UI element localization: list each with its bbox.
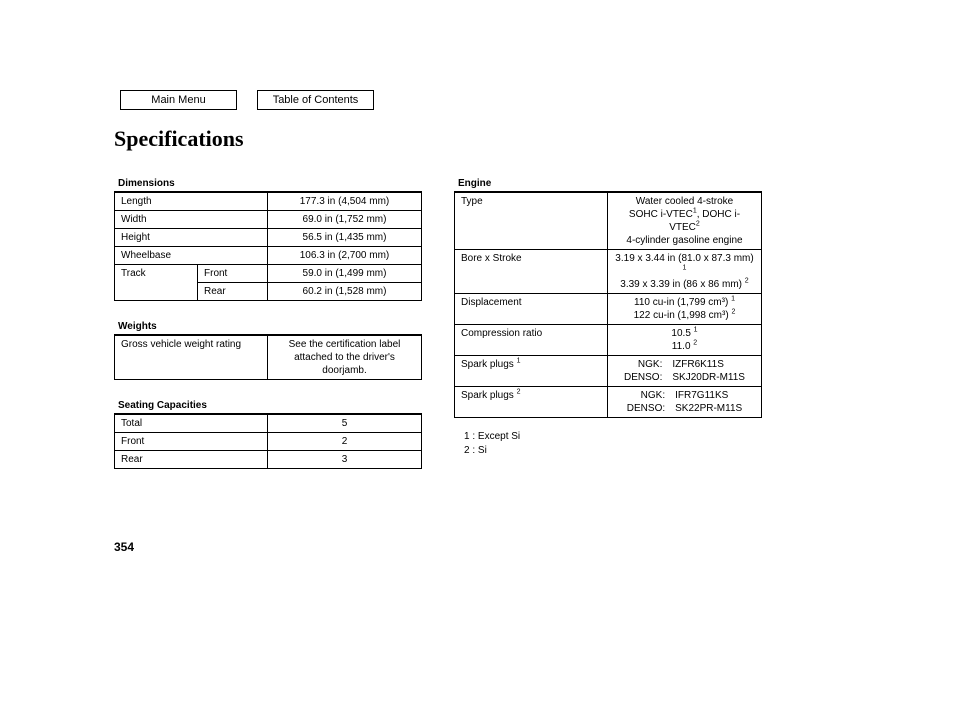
page-number: 354 (114, 540, 134, 554)
engine-type-line3: 4-cylinder gasoline engine (614, 234, 755, 247)
engine-bore-label: Bore x Stroke (455, 250, 608, 294)
engine-type-line1: Water cooled 4-stroke (614, 195, 755, 208)
engine-bore-line2: 3.39 x 3.39 in (86 x 86 mm) 2 (614, 278, 755, 291)
dim-height-label: Height (115, 229, 268, 247)
toc-button[interactable]: Table of Contents (257, 90, 374, 110)
page: Main Menu Table of Contents Specificatio… (0, 0, 954, 710)
table-row: Wheelbase 106.3 in (2,700 mm) (115, 247, 422, 265)
seat-front-value: 2 (268, 433, 422, 451)
table-row: Total 5 (115, 415, 422, 433)
table-row: Track Front Rear 59.0 in (1,499 mm) (115, 265, 422, 283)
engine-disp-line2: 122 cu-in (1,998 cm³) 2 (614, 309, 755, 322)
engine-plugs1-label: Spark plugs 1 (455, 356, 608, 387)
engine-comp-line2: 11.0 2 (614, 340, 755, 353)
sup-2: 2 (731, 309, 735, 316)
sup-2: 2 (693, 340, 697, 347)
table-row: Gross vehicle weight rating See the cert… (115, 336, 422, 380)
plugs1-ngk-label: NGK: (624, 358, 662, 371)
plugs2-ngk-value: IFR7G11KS (675, 389, 742, 402)
sup-2: 2 (745, 278, 749, 285)
table-row: Displacement 110 cu-in (1,799 cm³) 1 122… (455, 294, 762, 325)
weights-header: Weights (114, 319, 422, 335)
sup-2: 2 (517, 389, 521, 396)
dim-wheelbase-label: Wheelbase (115, 247, 268, 265)
plugs2-ngk-label: NGK: (627, 389, 665, 402)
footnotes: 1 : Except Si 2 : Si (464, 430, 762, 458)
engine-comp-value: 10.5 1 11.0 2 (608, 325, 762, 356)
engine-header: Engine (454, 176, 762, 192)
dim-length-value: 177.3 in (4,504 mm) (268, 193, 422, 211)
engine-type-line2a: SOHC i-VTEC (629, 209, 693, 220)
engine-disp-line1: 110 cu-in (1,799 cm³) 1 (614, 296, 755, 309)
table-row: Compression ratio 10.5 1 11.0 2 (455, 325, 762, 356)
table-row: Spark plugs 1 NGK: IZFR6K11S DENSO: SKJ2… (455, 356, 762, 387)
nav-buttons: Main Menu Table of Contents (120, 90, 859, 110)
engine-bore-line1: 3.19 x 3.44 in (81.0 x 87.3 mm) 1 (614, 252, 755, 278)
plugs1-denso-label: DENSO: (624, 371, 662, 384)
engine-type-label: Type (455, 193, 608, 250)
seat-rear-label: Rear (115, 451, 268, 469)
dim-width-label: Width (115, 211, 268, 229)
plugs2-denso-label: DENSO: (627, 402, 665, 415)
footnote-2: 2 : Si (464, 444, 762, 458)
seat-rear-value: 3 (268, 451, 422, 469)
dim-wheelbase-value: 106.3 in (2,700 mm) (268, 247, 422, 265)
sup-1: 1 (731, 296, 735, 303)
sup-1: 1 (694, 327, 698, 334)
engine-disp-label: Displacement (455, 294, 608, 325)
sup-2: 2 (696, 221, 700, 228)
engine-comp-line1: 10.5 1 (614, 327, 755, 340)
content-area: Main Menu Table of Contents Specificatio… (114, 90, 859, 469)
engine-type-value: Water cooled 4-stroke SOHC i-VTEC1, DOHC… (608, 193, 762, 250)
dim-track-cell: Track Front Rear (115, 265, 268, 301)
page-title: Specifications (114, 126, 859, 152)
table-row: Length 177.3 in (4,504 mm) (115, 193, 422, 211)
columns: Dimensions Length 177.3 in (4,504 mm) Wi… (114, 176, 859, 469)
dim-track-front-sub: Front (198, 265, 267, 283)
engine-plugs1-value: NGK: IZFR6K11S DENSO: SKJ20DR-M11S (608, 356, 762, 387)
gvwr-value: See the certification label attached to … (268, 336, 422, 380)
dim-track-rear-value: 60.2 in (1,528 mm) (268, 283, 422, 301)
dim-track-rear-sub: Rear (198, 283, 267, 300)
engine-table: Type Water cooled 4-stroke SOHC i-VTEC1,… (454, 192, 762, 418)
right-column: Engine Type Water cooled 4-stroke SOHC i… (454, 176, 762, 458)
seat-total-value: 5 (268, 415, 422, 433)
dim-track-label: Track (115, 265, 198, 300)
table-row: Spark plugs 2 NGK: IFR7G11KS DENSO: SK22… (455, 387, 762, 418)
table-row: Front 2 (115, 433, 422, 451)
sup-1: 1 (517, 358, 521, 365)
seating-header: Seating Capacities (114, 398, 422, 414)
engine-comp-label: Compression ratio (455, 325, 608, 356)
table-row: Bore x Stroke 3.19 x 3.44 in (81.0 x 87.… (455, 250, 762, 294)
footnote-1: 1 : Except Si (464, 430, 762, 444)
engine-type-line2: SOHC i-VTEC1, DOHC i-VTEC2 (614, 208, 755, 234)
gvwr-label: Gross vehicle weight rating (115, 336, 268, 380)
plugs1-denso-value: SKJ20DR-M11S (672, 371, 745, 384)
table-row: Rear 3 (115, 451, 422, 469)
dim-width-value: 69.0 in (1,752 mm) (268, 211, 422, 229)
dim-height-value: 56.5 in (1,435 mm) (268, 229, 422, 247)
seat-total-label: Total (115, 415, 268, 433)
dim-length-label: Length (115, 193, 268, 211)
seat-front-label: Front (115, 433, 268, 451)
table-row: Width 69.0 in (1,752 mm) (115, 211, 422, 229)
plugs1-ngk-value: IZFR6K11S (672, 358, 745, 371)
dimensions-header: Dimensions (114, 176, 422, 192)
engine-bore-value: 3.19 x 3.44 in (81.0 x 87.3 mm) 1 3.39 x… (608, 250, 762, 294)
engine-disp-value: 110 cu-in (1,799 cm³) 1 122 cu-in (1,998… (608, 294, 762, 325)
table-row: Type Water cooled 4-stroke SOHC i-VTEC1,… (455, 193, 762, 250)
sup-1: 1 (683, 265, 687, 272)
weights-table: Gross vehicle weight rating See the cert… (114, 335, 422, 380)
engine-plugs2-value: NGK: IFR7G11KS DENSO: SK22PR-M11S (608, 387, 762, 418)
seating-table: Total 5 Front 2 Rear 3 (114, 414, 422, 469)
plugs2-denso-value: SK22PR-M11S (675, 402, 742, 415)
table-row: Height 56.5 in (1,435 mm) (115, 229, 422, 247)
engine-plugs2-label: Spark plugs 2 (455, 387, 608, 418)
main-menu-button[interactable]: Main Menu (120, 90, 237, 110)
dimensions-table: Length 177.3 in (4,504 mm) Width 69.0 in… (114, 192, 422, 301)
left-column: Dimensions Length 177.3 in (4,504 mm) Wi… (114, 176, 422, 469)
dim-track-front-value: 59.0 in (1,499 mm) (268, 265, 422, 283)
